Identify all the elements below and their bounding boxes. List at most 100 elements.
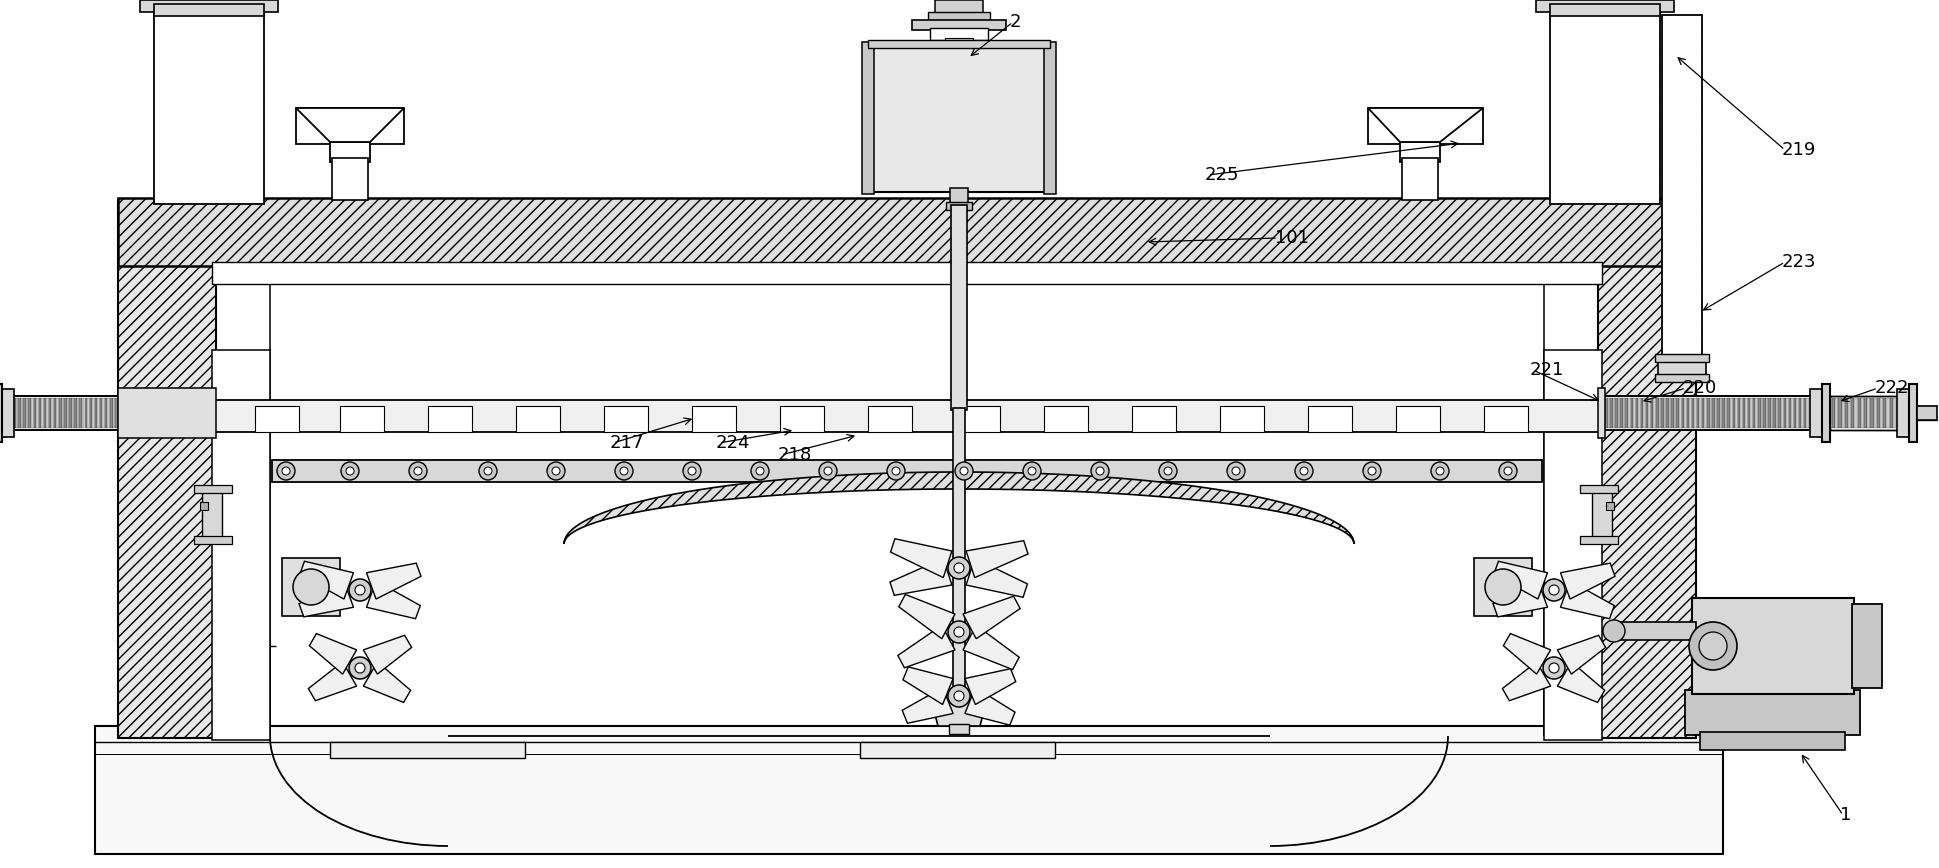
Polygon shape (1654, 398, 1656, 428)
Polygon shape (1730, 398, 1733, 428)
Polygon shape (25, 398, 29, 428)
Polygon shape (1799, 398, 1801, 428)
Circle shape (956, 462, 973, 480)
Circle shape (1549, 585, 1559, 595)
Circle shape (954, 563, 964, 573)
Polygon shape (1609, 398, 1613, 428)
Bar (779, 406, 824, 432)
Bar (1602, 396, 1813, 430)
Polygon shape (1745, 398, 1747, 428)
Polygon shape (151, 398, 153, 428)
Polygon shape (1838, 398, 1842, 428)
Polygon shape (74, 398, 78, 428)
Circle shape (892, 467, 900, 475)
Polygon shape (1664, 398, 1666, 428)
Polygon shape (1493, 581, 1547, 617)
Circle shape (1369, 467, 1377, 475)
Circle shape (954, 627, 964, 637)
Polygon shape (1755, 398, 1759, 428)
Bar (211, 262, 1602, 284)
Polygon shape (564, 472, 1353, 544)
Circle shape (756, 467, 764, 475)
Polygon shape (209, 398, 211, 428)
Polygon shape (1369, 108, 1483, 142)
Polygon shape (1881, 398, 1883, 428)
Polygon shape (1892, 398, 1896, 428)
Polygon shape (1637, 398, 1638, 428)
Circle shape (1431, 462, 1448, 480)
Polygon shape (45, 398, 47, 428)
Circle shape (1699, 632, 1728, 660)
Polygon shape (1673, 398, 1677, 428)
Circle shape (683, 462, 702, 480)
Polygon shape (966, 541, 1028, 577)
Bar (1662, 15, 1702, 373)
Bar (153, 4, 264, 204)
Bar (211, 350, 270, 740)
Bar (1309, 406, 1351, 432)
Bar (209, 400, 1604, 432)
Polygon shape (153, 398, 155, 428)
Polygon shape (310, 634, 357, 674)
Polygon shape (900, 595, 956, 639)
Polygon shape (200, 398, 202, 428)
Polygon shape (1642, 398, 1646, 428)
Polygon shape (62, 398, 64, 428)
Polygon shape (1844, 398, 1848, 428)
Circle shape (415, 467, 423, 475)
Polygon shape (1780, 398, 1784, 428)
Bar (2, 389, 14, 437)
Polygon shape (64, 398, 66, 428)
Circle shape (281, 467, 291, 475)
Circle shape (349, 579, 370, 601)
Polygon shape (130, 398, 134, 428)
Circle shape (409, 462, 427, 480)
Polygon shape (1493, 562, 1547, 599)
Bar (869, 40, 1051, 48)
Polygon shape (122, 398, 126, 428)
Polygon shape (1623, 398, 1625, 428)
Bar (1220, 406, 1264, 432)
Bar (1613, 622, 1697, 640)
Bar (1043, 406, 1088, 432)
Circle shape (349, 657, 370, 679)
Polygon shape (1747, 398, 1751, 428)
Bar (1483, 406, 1528, 432)
Bar (118, 200, 215, 738)
Bar (1598, 200, 1697, 738)
Polygon shape (1503, 662, 1551, 700)
Bar (1830, 396, 1898, 430)
Polygon shape (1733, 398, 1735, 428)
Circle shape (1092, 462, 1109, 480)
Polygon shape (1887, 398, 1891, 428)
Circle shape (1505, 467, 1512, 475)
Bar (1043, 42, 1057, 194)
Bar (118, 388, 215, 438)
Polygon shape (107, 398, 111, 428)
Polygon shape (1796, 398, 1799, 428)
Polygon shape (128, 398, 130, 428)
Bar (692, 406, 737, 432)
Polygon shape (1648, 398, 1650, 428)
Bar (1701, 732, 1846, 750)
Circle shape (479, 462, 496, 480)
Polygon shape (78, 398, 79, 428)
Polygon shape (966, 558, 1028, 597)
Bar (1369, 108, 1483, 144)
Circle shape (1024, 462, 1041, 480)
Circle shape (345, 467, 355, 475)
Polygon shape (904, 667, 954, 705)
Circle shape (1096, 467, 1103, 475)
Polygon shape (163, 398, 167, 428)
Polygon shape (1671, 398, 1673, 428)
Polygon shape (50, 398, 54, 428)
Circle shape (818, 462, 838, 480)
Polygon shape (1720, 398, 1722, 428)
Polygon shape (966, 668, 1016, 705)
Bar (946, 202, 971, 210)
Polygon shape (1873, 398, 1877, 428)
Polygon shape (1871, 398, 1873, 428)
Polygon shape (21, 398, 23, 428)
Circle shape (1028, 467, 1035, 475)
Bar (330, 742, 525, 758)
